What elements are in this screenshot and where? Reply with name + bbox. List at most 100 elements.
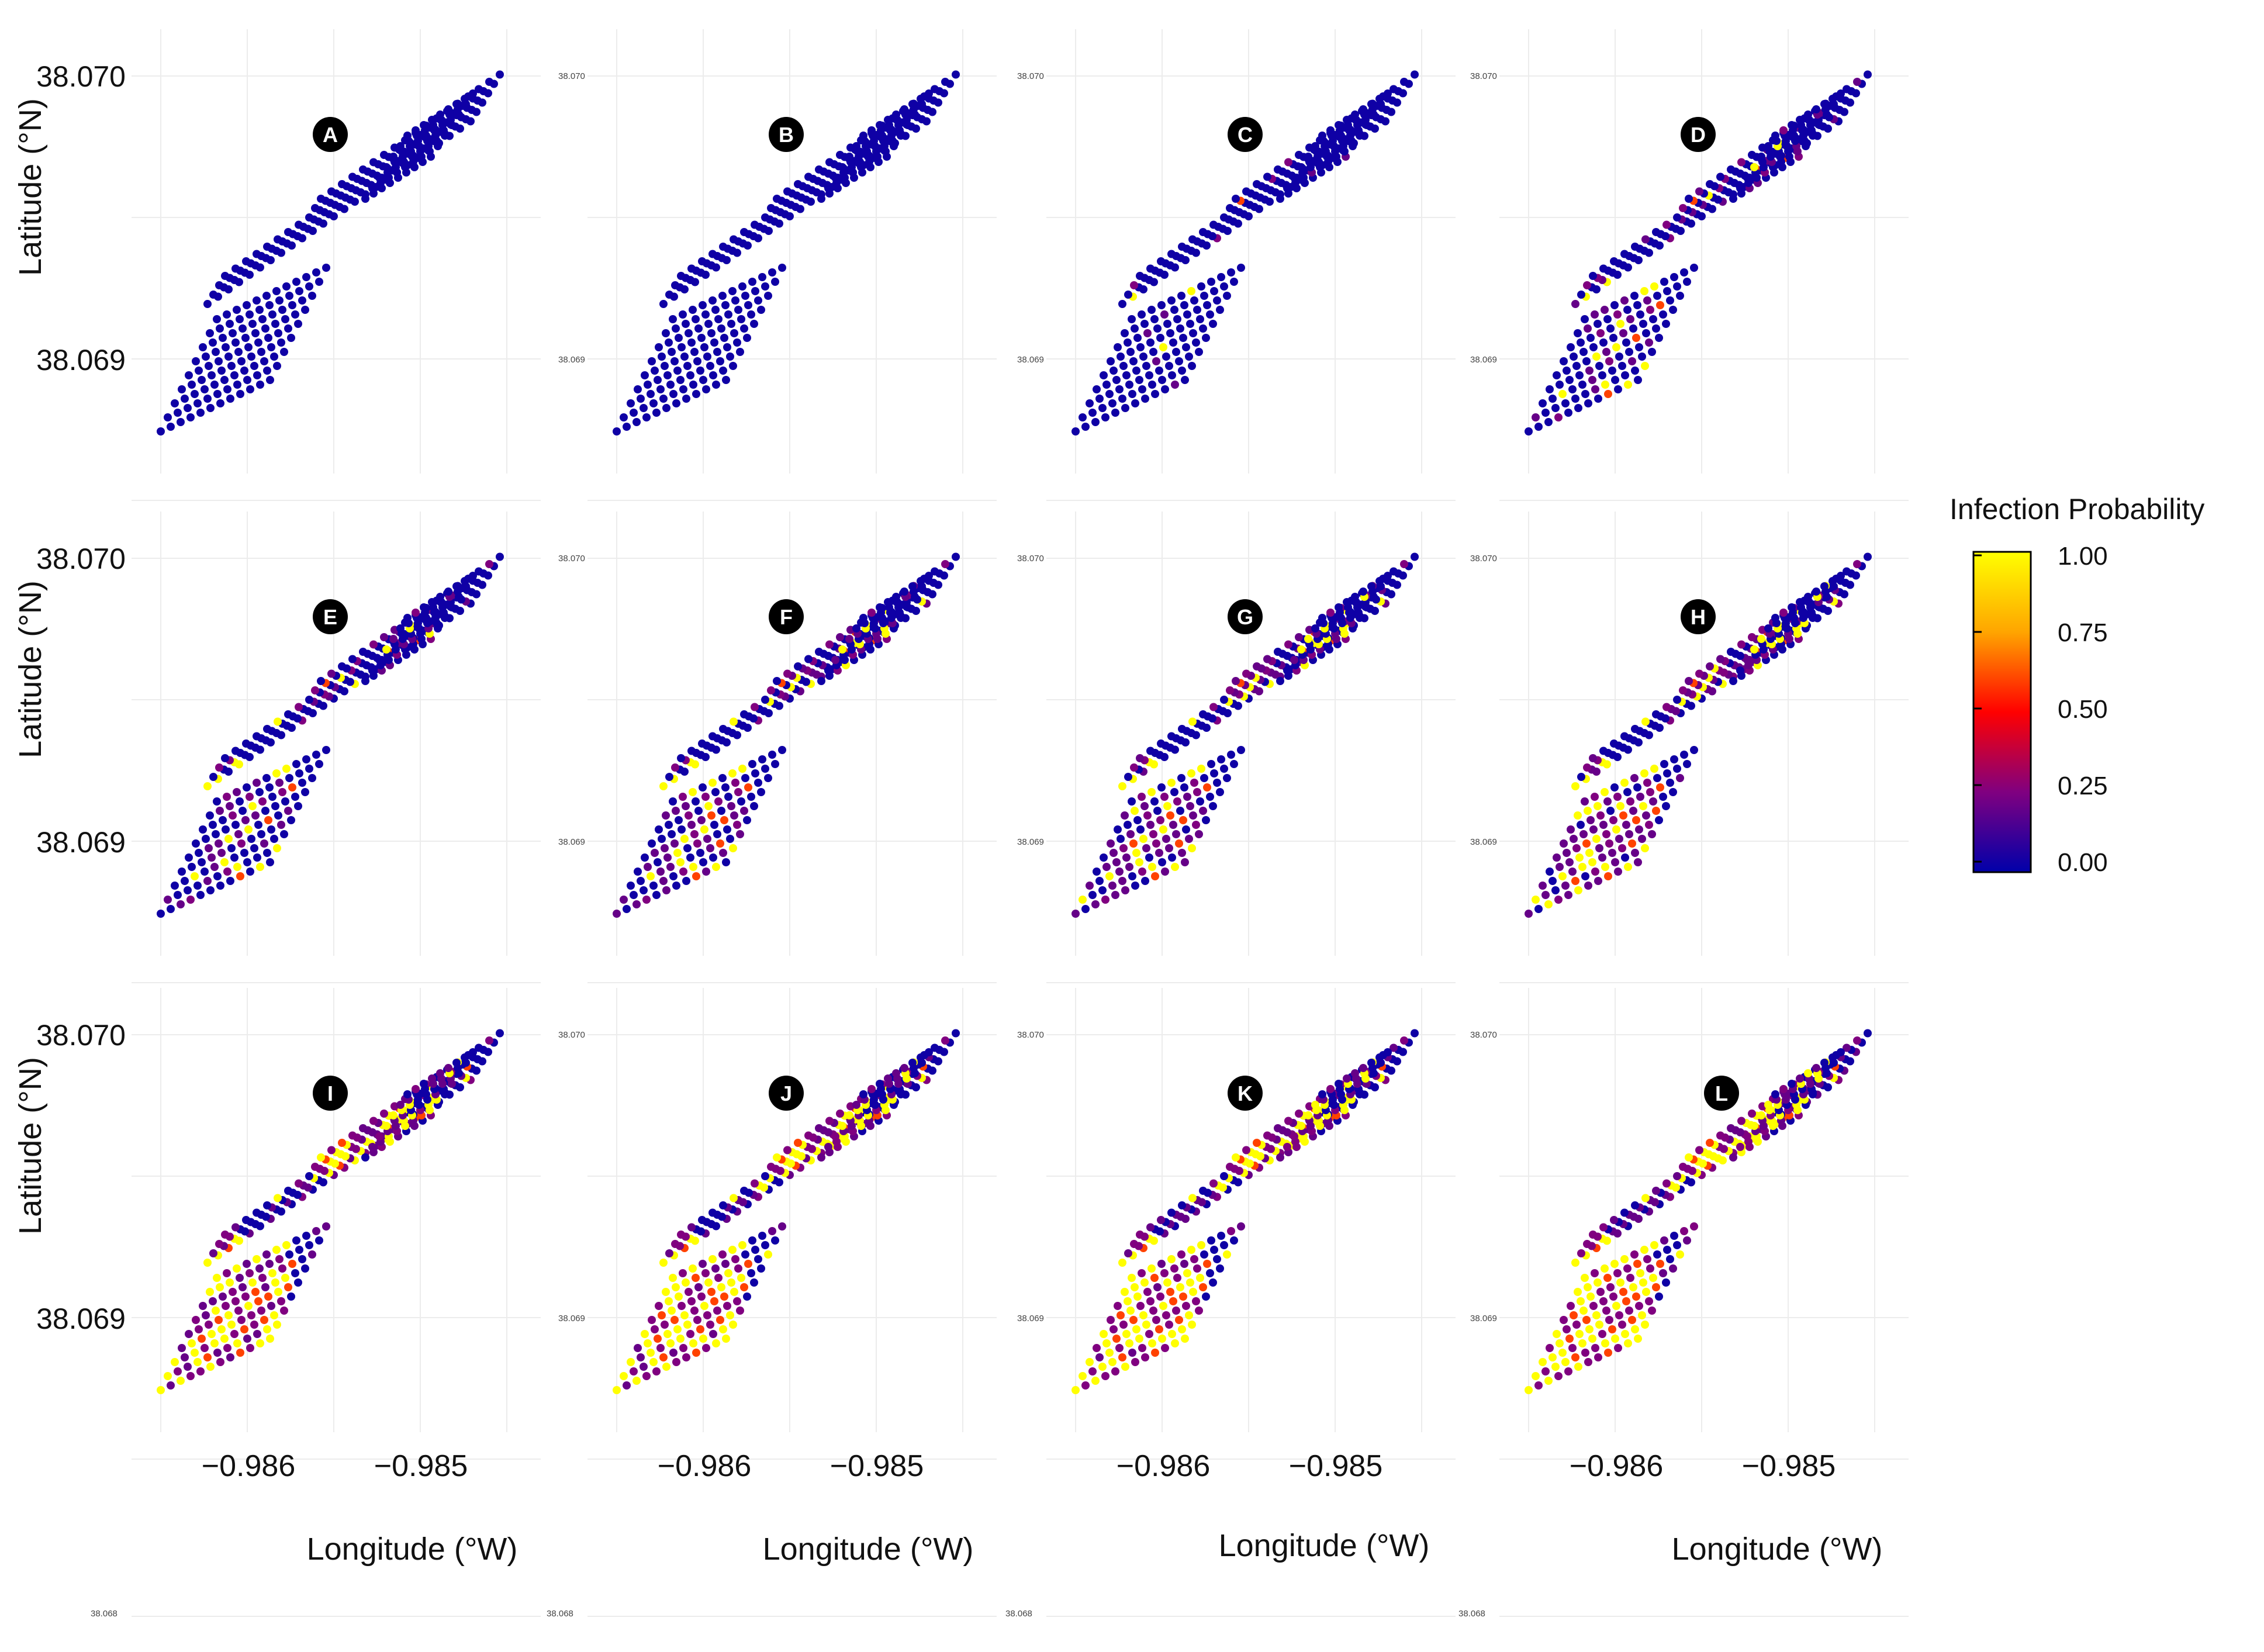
tree-point [682,320,690,328]
tree-point [1112,1335,1121,1343]
tree-point [825,1117,834,1125]
tree-point [1561,882,1570,890]
tree-point [1645,338,1653,347]
tree-point [1748,1110,1756,1118]
tree-point [236,1274,244,1282]
tree-point [689,381,697,389]
tree-point [226,877,234,885]
tree-point [1554,896,1563,904]
tree-point [1189,1288,1197,1296]
tree-point [1626,1274,1634,1282]
tree-point [255,788,264,796]
tree-point [1119,1321,1128,1329]
tree-point [1165,1321,1173,1329]
tree-point [1525,910,1533,918]
tree-point [1210,1246,1218,1254]
tree-point [1202,1292,1210,1301]
tree-point [1618,844,1626,852]
tree-point [692,390,700,398]
tree-point [469,572,477,580]
tree-point [311,1163,319,1171]
tree-point [1284,158,1292,167]
tree-point [1553,371,1561,379]
tree-point [261,1283,269,1291]
tree-point [167,1381,175,1390]
tree-point [652,1367,661,1375]
tree-point [649,399,658,407]
tree-point [925,1048,933,1056]
tree-point [722,376,730,384]
tree-point [751,220,759,229]
panel-label-badge [769,599,804,634]
tree-point [253,732,261,741]
tree-point [644,863,652,871]
tree-point [1662,220,1671,229]
tree-point [209,1297,217,1305]
y-tick-label: 38.070 [36,60,126,93]
tree-point [1335,121,1343,129]
tree-point [783,1146,791,1155]
tree-point [164,413,172,421]
tree-point [1400,560,1408,568]
tree-point [1583,281,1591,289]
x-tick-label: −0.985 [1742,1449,1836,1483]
tree-point [239,1283,247,1291]
tree-point [1560,839,1568,848]
tree-point [253,1255,261,1263]
tree-point [256,863,264,871]
tree-point [208,1330,216,1338]
tree-point [750,320,758,328]
tree-point [1601,381,1609,389]
tree-point [630,1367,638,1375]
tree-point [687,338,696,347]
tree-point [1645,1297,1653,1305]
tree-point [375,656,383,664]
tree-point [1599,1297,1608,1305]
tree-point [1571,877,1579,885]
tree-point [1150,797,1159,806]
tree-point [1274,1124,1282,1132]
tree-point [222,343,230,351]
tree-point [1640,1246,1648,1254]
tree-point [1133,816,1142,824]
tree-point [1209,802,1217,810]
tree-point [845,635,853,643]
tree-point [1367,582,1375,590]
tree-point [1596,811,1605,820]
tree-point [751,769,759,777]
tree-point [1575,1330,1584,1338]
tree-point [1602,1307,1610,1315]
tree-point [192,839,200,848]
tree-point [1624,863,1632,871]
tree-point [815,1124,823,1132]
tree-point [941,78,949,86]
tree-point [640,1363,648,1371]
tree-point [1864,70,1872,79]
tree-point [1634,858,1642,866]
tree-point [1102,863,1111,871]
tree-point [724,310,732,319]
tree-point [1209,1278,1217,1287]
tree-point [203,1259,212,1267]
tree-point [1695,669,1703,678]
tree-point [244,825,253,834]
tree-point [275,1255,284,1263]
tree-point [642,896,651,904]
tree-point [1669,306,1677,314]
tree-point [659,395,668,403]
tree-point [708,732,717,741]
tree-point [666,381,675,389]
tree-point [1643,296,1651,305]
tree-point [184,1363,192,1371]
tree-point [1151,872,1159,880]
tree-point [1197,765,1205,773]
tree-point [917,577,925,585]
tree-point [1571,300,1579,308]
tree-point [1203,783,1211,792]
tree-point [703,835,711,843]
tree-point [1612,343,1620,351]
tree-point [1188,1194,1197,1202]
tree-point [1633,301,1641,309]
tree-point [227,362,236,370]
